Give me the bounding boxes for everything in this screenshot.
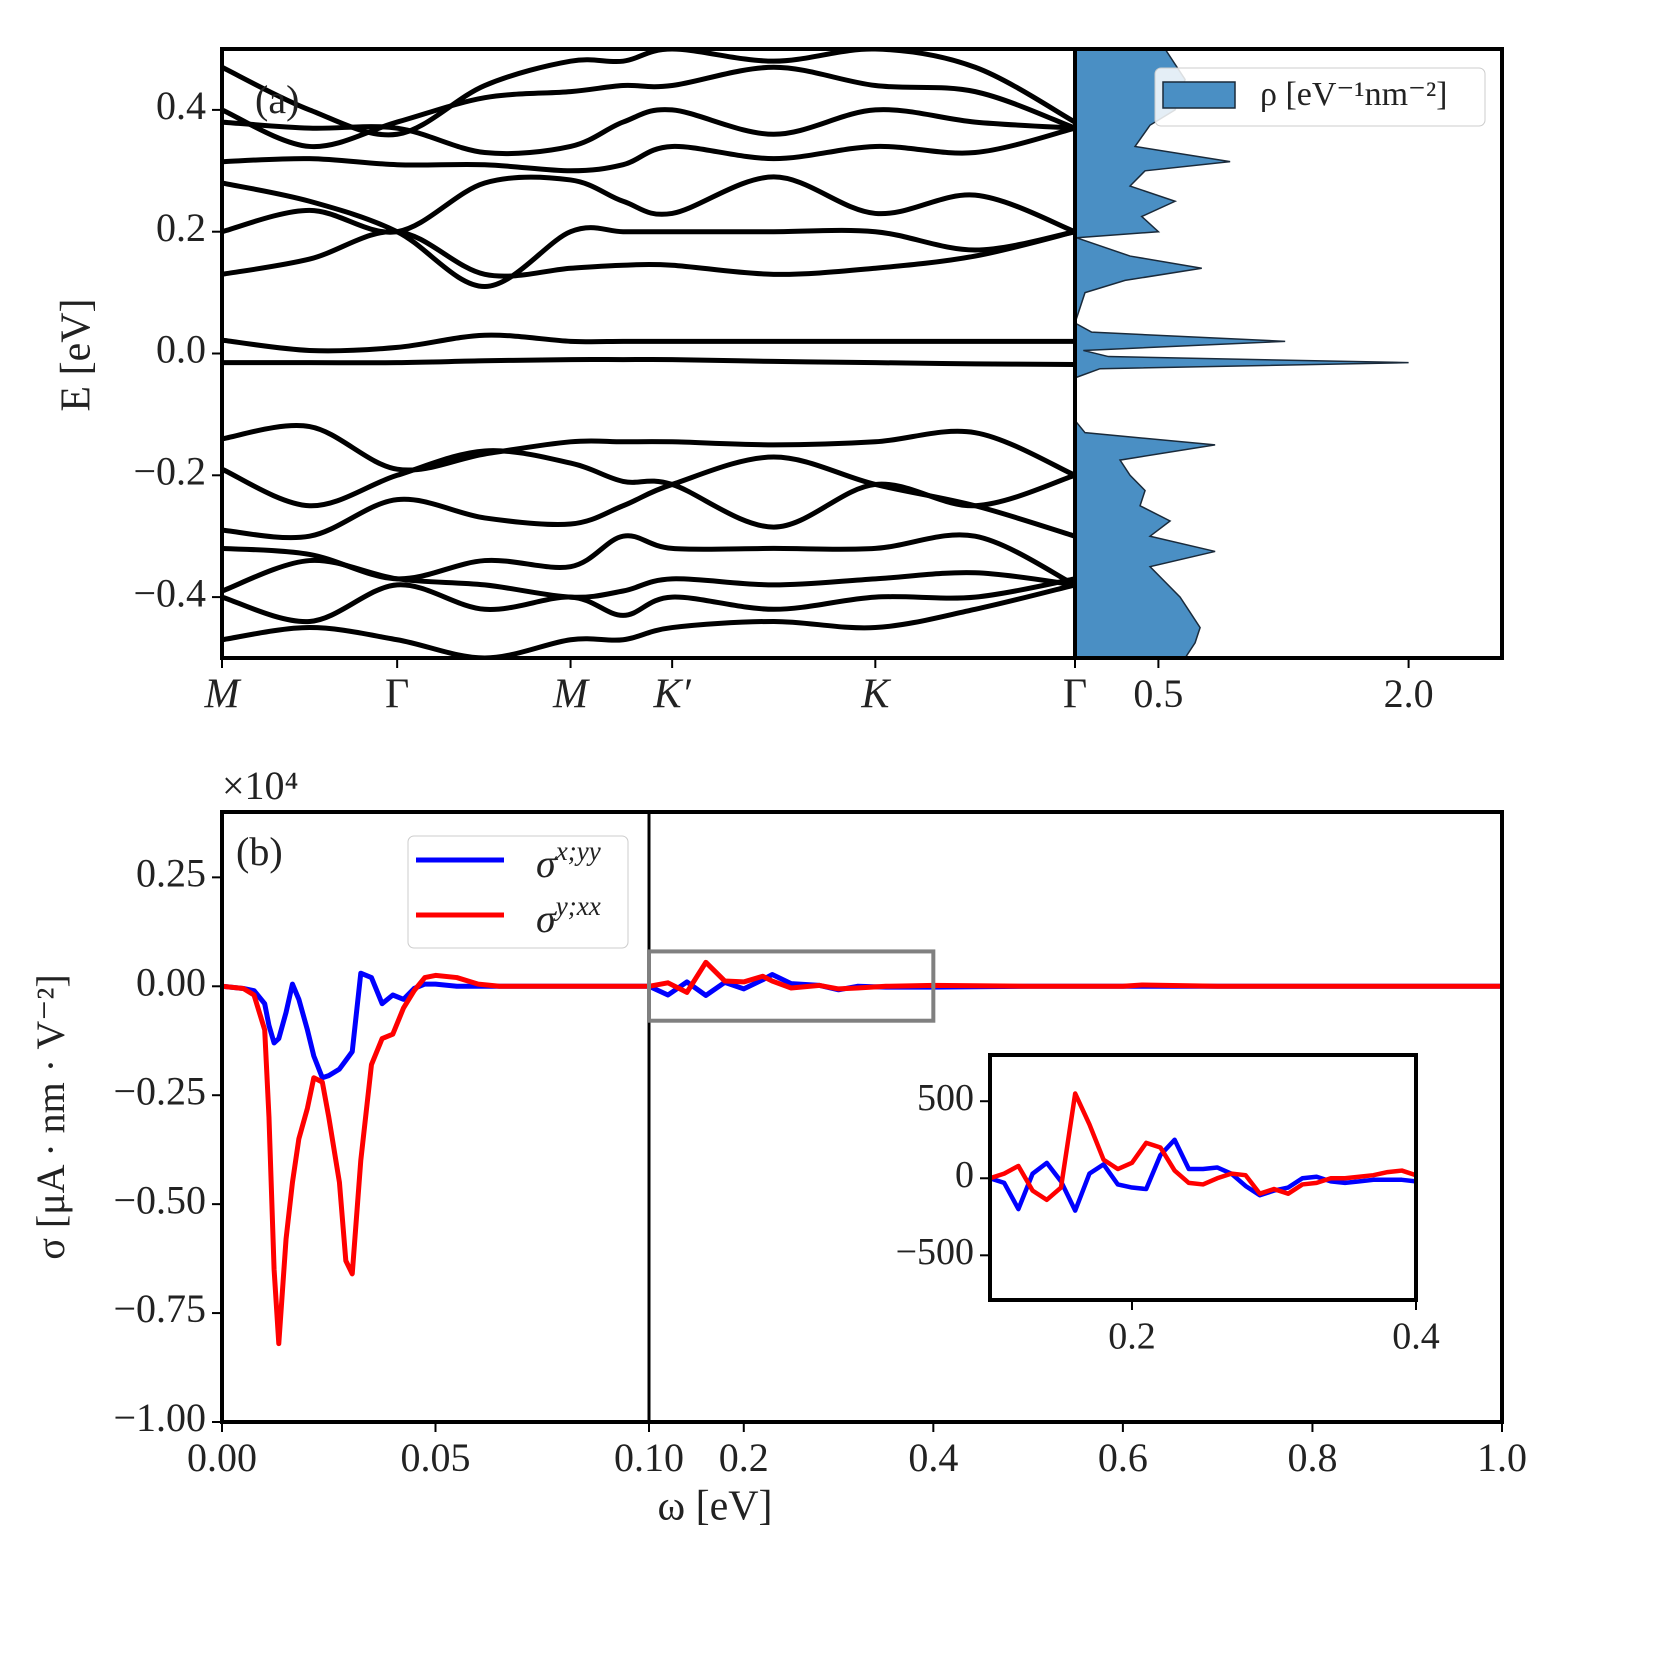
y-tick-label: 500 bbox=[917, 1077, 974, 1119]
plot-area bbox=[222, 49, 1075, 658]
data-line bbox=[221, 972, 649, 1347]
x-tick-label: 0.05 bbox=[401, 1435, 471, 1480]
y-tick-label: 0.00 bbox=[136, 959, 206, 1004]
y-tick-label: 0.0 bbox=[156, 327, 206, 372]
data-line bbox=[222, 454, 1075, 541]
x-tick-label: 2.0 bbox=[1384, 671, 1434, 716]
data-line bbox=[222, 332, 1075, 354]
x-tick-label: 0.10 bbox=[614, 1435, 684, 1480]
data-line bbox=[648, 959, 1502, 995]
data-line bbox=[990, 1091, 1416, 1203]
axes-frame bbox=[1073, 47, 1504, 660]
x-tick-label: 0.00 bbox=[187, 1435, 257, 1480]
plot-area bbox=[990, 1091, 1416, 1213]
data-line bbox=[221, 970, 649, 1081]
data-line bbox=[222, 107, 1075, 157]
legend-label: σx;yy bbox=[536, 836, 601, 886]
data-line bbox=[222, 64, 1075, 149]
legend-label: σy;xx bbox=[536, 891, 601, 941]
y-axis-label: σ [μA · nm · V⁻²] bbox=[28, 974, 73, 1259]
dos-area bbox=[1075, 49, 1409, 658]
x-tick-label: K′ bbox=[653, 672, 692, 718]
x-tick-label: 1.0 bbox=[1477, 1435, 1527, 1480]
y-axis-label: E [eV] bbox=[54, 298, 100, 411]
data-line bbox=[222, 125, 1075, 174]
y-tick-label: −0.2 bbox=[133, 448, 206, 493]
data-line bbox=[222, 557, 1075, 600]
plot-area bbox=[1075, 49, 1409, 658]
x-tick-label: 0.6 bbox=[1098, 1435, 1148, 1480]
x-tick-label: M bbox=[552, 672, 590, 718]
data-line bbox=[222, 582, 1075, 658]
y-tick-label: 0.25 bbox=[136, 851, 206, 896]
legend-box bbox=[1154, 67, 1486, 127]
data-line bbox=[222, 49, 1075, 138]
y-tick-label: 0 bbox=[955, 1154, 974, 1196]
y-tick-label: −0.75 bbox=[113, 1286, 206, 1331]
data-line bbox=[222, 356, 1075, 367]
panel-label: (b) bbox=[236, 829, 283, 874]
axes-frame bbox=[220, 810, 1504, 1424]
inset-indicator bbox=[647, 949, 936, 1023]
data-line bbox=[222, 174, 1075, 235]
x-tick-label: 0.4 bbox=[1392, 1316, 1440, 1358]
x-tick-label: K bbox=[860, 672, 891, 718]
y-tick-label: 0.2 bbox=[156, 205, 206, 250]
data-line bbox=[222, 229, 1075, 279]
x-tick-label: 0.5 bbox=[1133, 671, 1183, 716]
x-tick-label: 0.4 bbox=[908, 1435, 958, 1480]
y-tick-label: 0.4 bbox=[156, 83, 206, 128]
legend-box bbox=[407, 835, 629, 949]
panel-label: (a) bbox=[255, 77, 299, 122]
x-tick-label: M bbox=[204, 672, 242, 718]
y-tick-label: −500 bbox=[896, 1231, 974, 1273]
x-tick-label: Γ bbox=[385, 672, 409, 718]
offset-text: ×10⁴ bbox=[222, 763, 299, 808]
y-tick-label: −1.00 bbox=[113, 1395, 206, 1440]
data-line bbox=[222, 448, 1075, 530]
y-tick-label: −0.50 bbox=[113, 1177, 206, 1222]
legend-label: ρ [eV⁻¹nm⁻²] bbox=[1260, 76, 1447, 113]
x-axis-label: ω [eV] bbox=[657, 1484, 772, 1530]
x-tick-label: 0.8 bbox=[1287, 1435, 1337, 1480]
y-tick-label: −0.4 bbox=[133, 570, 206, 615]
data-line bbox=[222, 423, 1075, 478]
x-tick-label: Γ bbox=[1063, 672, 1087, 718]
data-line bbox=[222, 180, 1075, 290]
data-line bbox=[222, 532, 1075, 588]
data-line bbox=[222, 576, 1075, 624]
y-tick-label: −0.25 bbox=[113, 1068, 206, 1113]
x-tick-label: 0.2 bbox=[719, 1435, 769, 1480]
legend-swatch bbox=[1162, 81, 1236, 109]
x-tick-label: 0.2 bbox=[1108, 1316, 1156, 1358]
